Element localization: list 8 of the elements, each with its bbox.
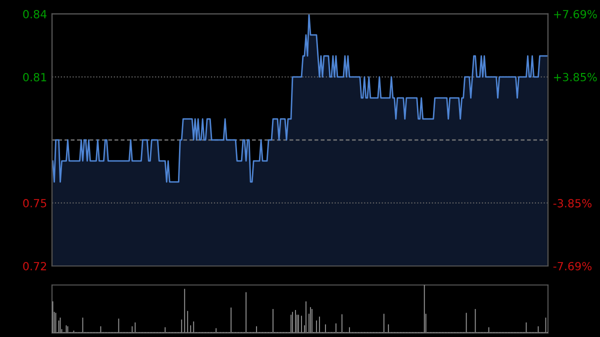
y2-tick-label: -3.85% (553, 199, 592, 208)
y2-tick-label: -7.69% (553, 262, 592, 270)
y2-tick-label: +7.69% (554, 10, 597, 18)
y-tick-label: 0.84 (23, 10, 47, 18)
y-tick-label: 0.72 (23, 262, 46, 270)
y-tick-label: 0.75 (23, 198, 46, 208)
y-tick-label: 0.81 (23, 72, 46, 82)
y2-tick-label: +3.85% (554, 72, 597, 82)
